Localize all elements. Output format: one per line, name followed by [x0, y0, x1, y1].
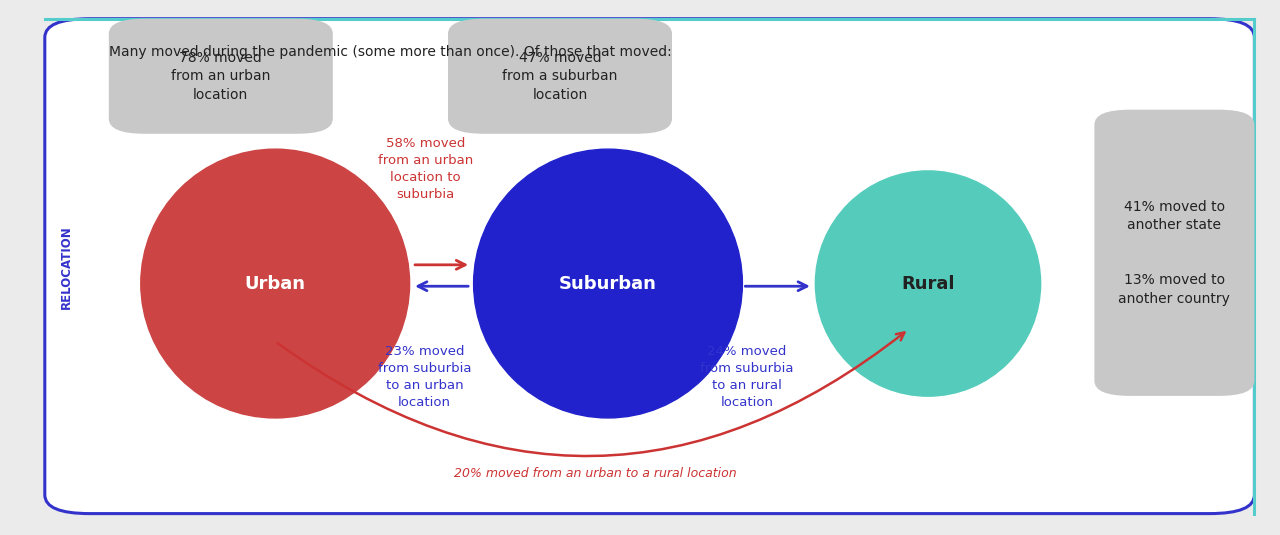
Text: RELOCATION: RELOCATION [60, 226, 73, 309]
FancyBboxPatch shape [45, 19, 1254, 514]
Text: Urban: Urban [244, 274, 306, 293]
Text: 47% moved
from a suburban
location: 47% moved from a suburban location [502, 51, 618, 102]
FancyBboxPatch shape [448, 19, 672, 134]
Text: 58% moved
from an urban
location to
suburbia: 58% moved from an urban location to subu… [378, 136, 472, 201]
Text: 41% moved to
another state


13% moved to
another country: 41% moved to another state 13% moved to … [1119, 200, 1230, 306]
Text: Many moved during the pandemic (some more than once). Of those that moved:: Many moved during the pandemic (some mor… [109, 45, 672, 59]
Text: Suburban: Suburban [559, 274, 657, 293]
Text: 23% moved
from suburbia
to an urban
location: 23% moved from suburbia to an urban loca… [378, 345, 471, 409]
Ellipse shape [474, 149, 742, 418]
Text: 78% moved
from an urban
location: 78% moved from an urban location [172, 51, 270, 102]
Text: 20% moved from an urban to a rural location: 20% moved from an urban to a rural locat… [454, 467, 737, 480]
Ellipse shape [141, 149, 410, 418]
Text: Rural: Rural [901, 274, 955, 293]
Ellipse shape [815, 171, 1041, 396]
Text: 24% moved
from suburbia
to an rural
location: 24% moved from suburbia to an rural loca… [700, 345, 794, 409]
FancyBboxPatch shape [109, 19, 333, 134]
FancyBboxPatch shape [1094, 110, 1254, 396]
